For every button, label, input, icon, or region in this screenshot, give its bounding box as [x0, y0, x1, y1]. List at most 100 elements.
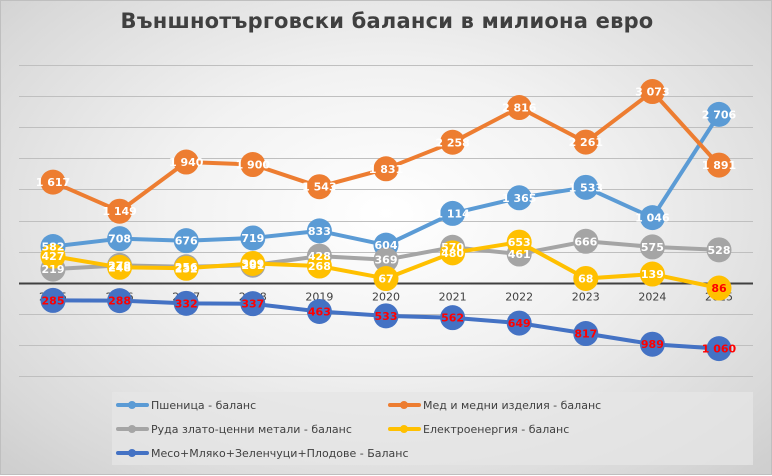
data-point	[440, 200, 466, 226]
data-label: 1 940	[169, 156, 204, 169]
data-point	[506, 229, 532, 255]
data-label: 248	[108, 261, 131, 274]
data-point	[573, 265, 599, 291]
chart-title: Външнотърговски баланси в милиона евро	[120, 9, 654, 33]
data-label: 1 060	[702, 343, 737, 356]
data-label: 139	[641, 268, 664, 281]
data-point	[440, 305, 466, 331]
data-point	[639, 331, 665, 357]
data-point	[173, 228, 199, 254]
data-labels: 582 708 676 719 833 604 1 114 1 365 1 533 1 046 2 …	[36, 86, 737, 356]
data-label: 2 258	[435, 136, 469, 149]
data-label: 1 831	[369, 163, 403, 176]
legend-swatch-icon	[388, 421, 421, 437]
data-point	[373, 266, 399, 292]
data-point	[107, 198, 133, 224]
data-point	[706, 336, 732, 362]
data-label: 676	[175, 235, 198, 248]
data-label: 2 706	[702, 108, 737, 121]
data-label: 989	[641, 338, 664, 351]
data-label: 463	[308, 305, 331, 318]
data-label: 461	[508, 248, 531, 261]
data-point	[107, 254, 133, 280]
data-label: 1 617	[36, 176, 70, 189]
data-point	[706, 275, 732, 301]
data-point	[373, 247, 399, 273]
data-label: 604	[375, 239, 398, 252]
legend-item: Руда злато-ценни метали - баланс	[116, 421, 352, 437]
legend-label: Мед и медни изделия - баланс	[423, 398, 602, 412]
data-label: 653	[508, 236, 531, 249]
data-label: 533	[375, 310, 398, 323]
data-label: 562	[441, 312, 464, 325]
data-point	[306, 218, 332, 244]
data-point	[306, 253, 332, 279]
legend-label: Пшеница - баланс	[151, 398, 257, 412]
data-point	[506, 95, 532, 121]
data-point	[240, 225, 266, 251]
data-label: 3 073	[635, 86, 669, 99]
series-5	[40, 287, 732, 362]
data-point	[40, 243, 66, 269]
legend-swatch-icon	[116, 445, 149, 461]
data-label: 1 543	[302, 181, 336, 194]
legend-swatch-icon	[116, 397, 149, 413]
data-label: 1 114	[435, 207, 470, 220]
series-line	[51, 89, 721, 214]
data-label: 268	[308, 260, 331, 273]
legend: Пшеница - баланс Мед и медни изделия - ба…	[112, 392, 753, 465]
data-label: 582	[42, 240, 65, 253]
data-point	[573, 174, 599, 200]
data-point	[173, 149, 199, 175]
data-point	[40, 169, 66, 195]
data-label: 528	[708, 244, 731, 257]
data-label: 278	[108, 259, 131, 272]
data-point	[706, 152, 732, 178]
data-point	[573, 321, 599, 347]
data-label: 2 261	[569, 136, 603, 149]
data-point	[573, 129, 599, 155]
data-point	[706, 101, 732, 127]
data-label: 1 046	[635, 212, 670, 225]
data-label: 719	[241, 232, 264, 245]
data-label: 575	[641, 241, 664, 254]
data-point	[306, 174, 332, 200]
data-label: 1 533	[569, 181, 603, 194]
x-tick-label: 2021	[439, 291, 467, 304]
x-tick-label: 2023	[572, 291, 600, 304]
legend-item: Електроенергия - баланс	[388, 421, 569, 437]
x-tick-label: 2024	[638, 291, 666, 304]
series-1	[40, 101, 732, 259]
x-tick-label: 2019	[305, 291, 333, 304]
data-label: 281	[241, 259, 264, 272]
series-4	[40, 229, 732, 301]
data-point	[173, 290, 199, 316]
data-label: 86	[711, 282, 727, 295]
data-label: 332	[175, 297, 198, 310]
data-label: 288	[108, 295, 131, 308]
data-label: 2 816	[502, 102, 537, 115]
data-label: 708	[108, 233, 131, 246]
data-point	[373, 303, 399, 329]
data-label: 256	[175, 261, 198, 274]
data-point	[173, 255, 199, 281]
data-point	[506, 310, 532, 336]
data-point	[639, 261, 665, 287]
series-group	[40, 79, 732, 362]
data-point	[107, 288, 133, 314]
data-point	[639, 234, 665, 260]
data-label: 1 900	[236, 159, 271, 172]
legend-swatch-icon	[388, 397, 421, 413]
data-point	[306, 298, 332, 324]
data-label: 1 149	[102, 205, 136, 218]
data-label: 285	[42, 294, 65, 307]
data-label: 427	[42, 250, 65, 263]
legend-label: Руда злато-ценни метали - баланс	[151, 422, 352, 436]
data-label: 570	[441, 241, 464, 254]
legend-label: Месо+Мляко+Зеленчуци+Плодове - Баланс	[151, 446, 409, 460]
data-label: 833	[308, 225, 331, 238]
data-label: 666	[574, 235, 597, 248]
data-label: 1 891	[702, 159, 736, 172]
data-label: 232	[175, 262, 198, 275]
